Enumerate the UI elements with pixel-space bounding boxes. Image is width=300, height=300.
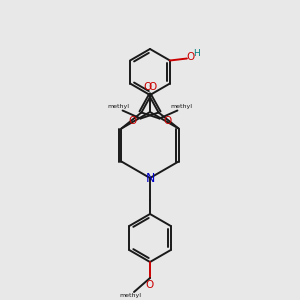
Text: O: O: [146, 280, 154, 290]
Text: O: O: [148, 82, 157, 92]
Text: O: O: [143, 82, 152, 92]
Text: O: O: [187, 52, 195, 62]
Text: N: N: [145, 172, 155, 185]
Text: H: H: [194, 49, 200, 58]
Text: methyl: methyl: [170, 104, 192, 109]
Text: O: O: [163, 116, 172, 125]
Text: O: O: [128, 116, 137, 125]
Text: methyl: methyl: [108, 104, 130, 109]
Text: methyl: methyl: [119, 293, 141, 298]
